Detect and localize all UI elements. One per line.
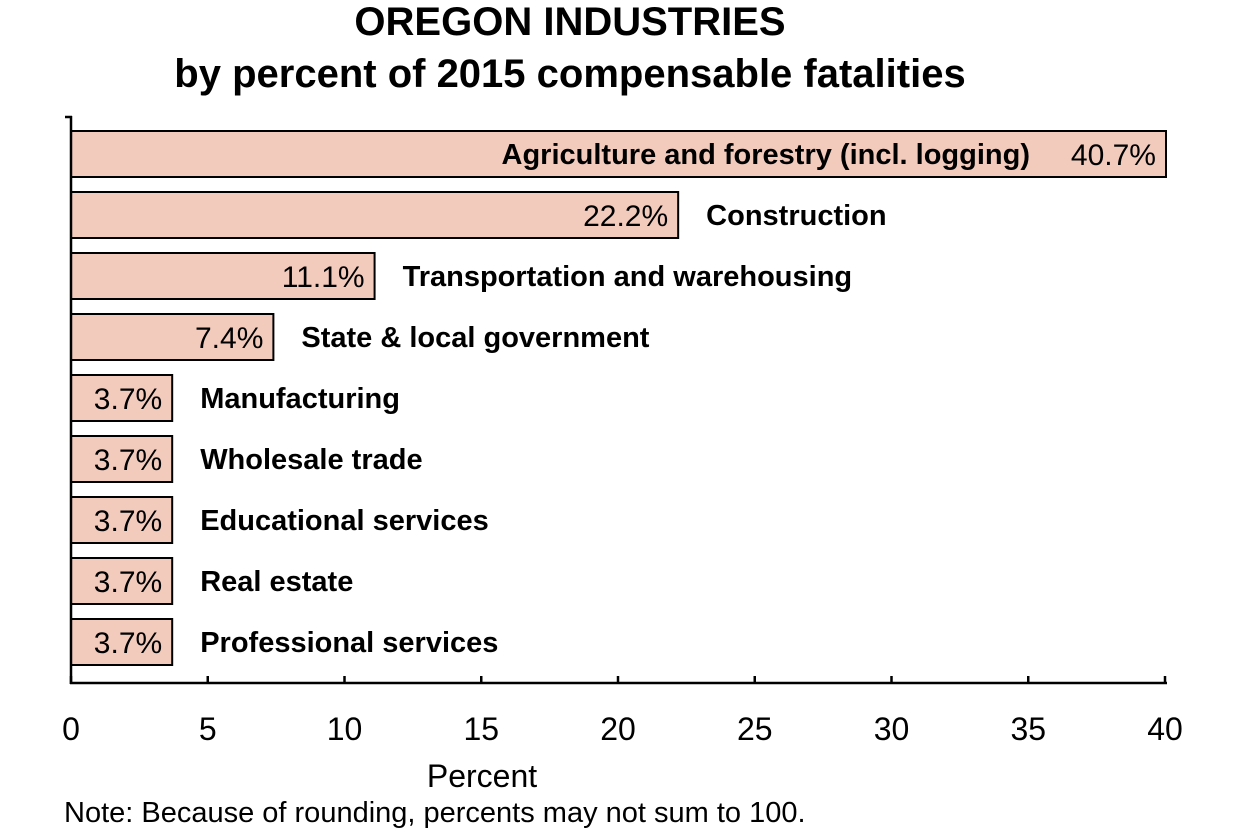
bar-value-label: 3.7% (94, 505, 162, 538)
category-label: Construction (706, 200, 886, 232)
category-label: Real estate (200, 566, 353, 598)
bar-value-label: 3.7% (94, 566, 162, 599)
x-tick-label: 10 (327, 711, 363, 747)
category-label: Manufacturing (200, 383, 400, 415)
chart-title: OREGON INDUSTRIES (354, 0, 786, 44)
category-label: Professional services (200, 627, 498, 659)
x-axis-label: Percent (427, 758, 537, 794)
bar (70, 313, 275, 361)
bar (70, 130, 1167, 178)
x-ticks-group: 0 5 10 15 20 25 30 35 40 (62, 676, 1183, 747)
bar-value-label: 3.7% (94, 383, 162, 416)
category-label: Wholesale trade (200, 444, 422, 476)
category-label: State & local government (301, 322, 649, 354)
bar-value-label: 3.7% (94, 444, 162, 477)
x-tick-label: 0 (62, 711, 80, 747)
bar (70, 618, 174, 666)
x-tick-label: 25 (737, 711, 773, 747)
bar-value-label: 40.7% (1071, 139, 1156, 172)
category-label: Transportation and warehousing (403, 261, 853, 293)
bar (70, 557, 174, 605)
category-label: Educational services (200, 505, 489, 537)
bar (70, 496, 174, 544)
x-tick-label: 20 (600, 711, 636, 747)
bars-group: 40.7% Agriculture and forestry (incl. log… (70, 130, 1167, 666)
bar-value-label: 22.2% (583, 200, 668, 233)
x-tick-label: 40 (1147, 711, 1183, 747)
x-tick-label: 30 (874, 711, 910, 747)
x-tick-label: 15 (463, 711, 499, 747)
bar (70, 252, 376, 300)
bar (70, 435, 174, 483)
footnote: Note: Because of rounding, percents may … (64, 797, 806, 829)
chart-subtitle: by percent of 2015 compensable fatalitie… (174, 52, 966, 96)
bar-value-label: 3.7% (94, 627, 162, 660)
bar (70, 374, 174, 422)
x-tick-label: 35 (1010, 711, 1046, 747)
bar-value-label: 7.4% (195, 322, 263, 355)
category-label: Agriculture and forestry (incl. logging) (502, 139, 1030, 171)
bar-value-label: 11.1% (282, 261, 365, 294)
x-tick-label: 5 (199, 711, 217, 747)
